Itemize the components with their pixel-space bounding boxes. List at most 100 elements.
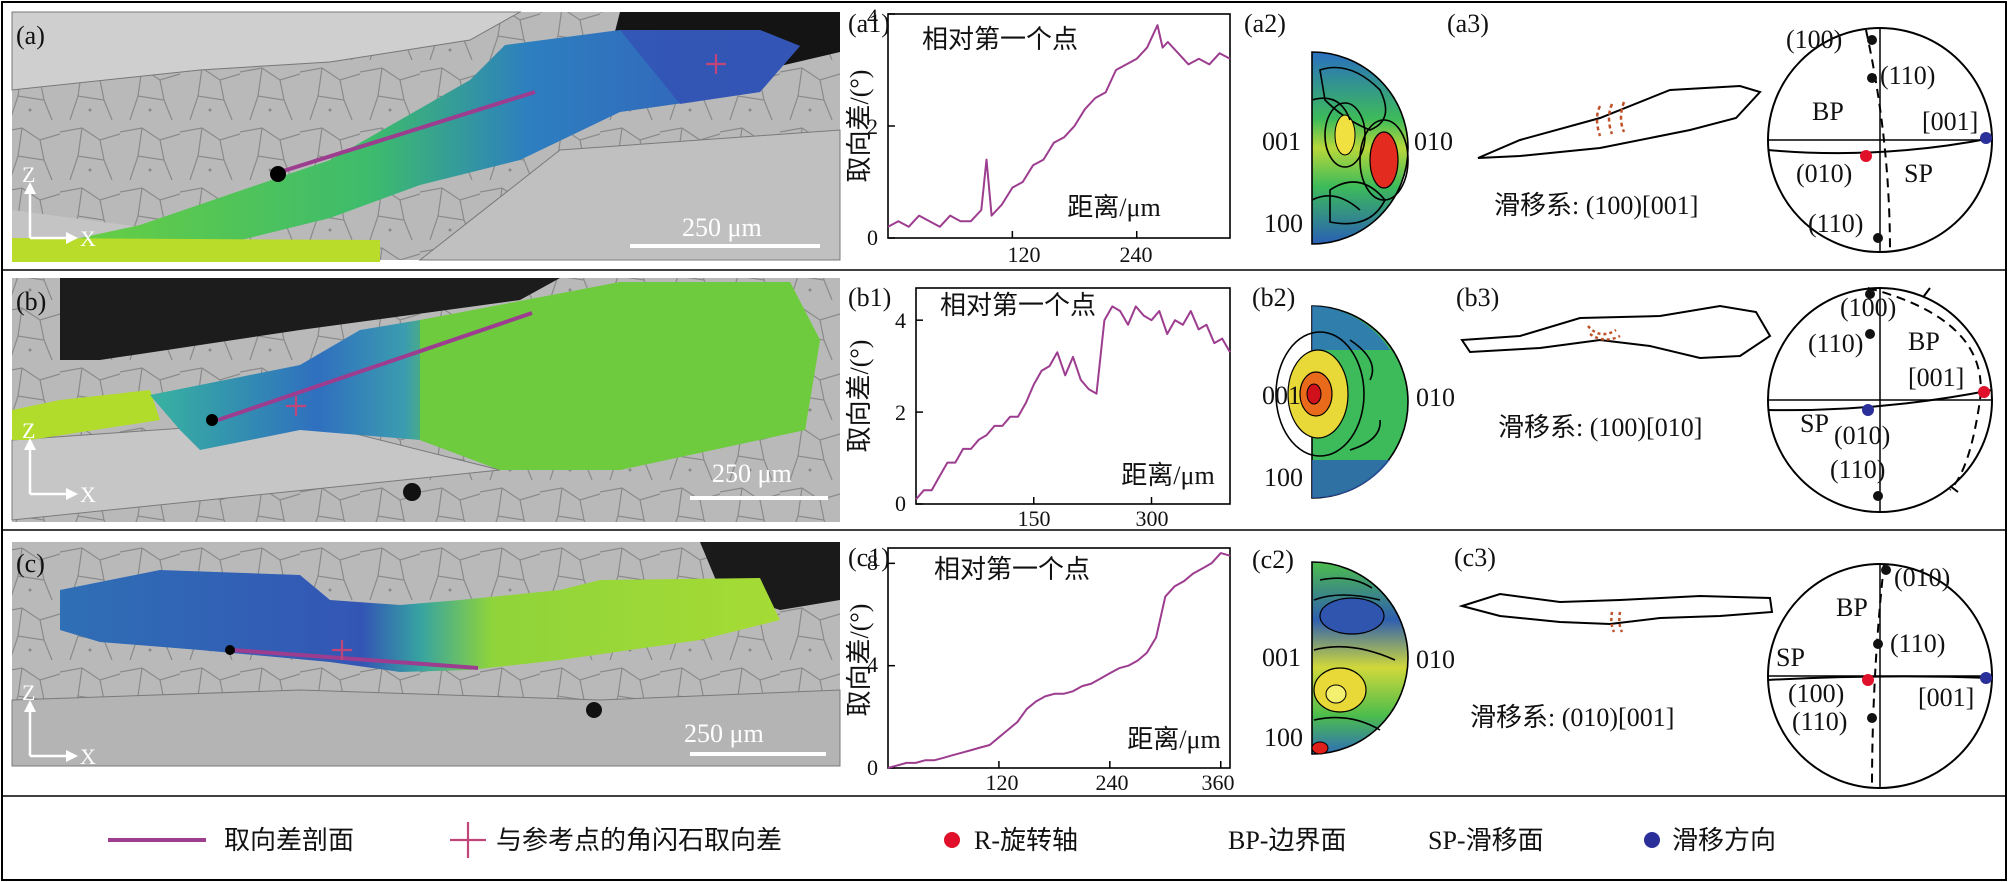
scale-label: 250 μm (682, 213, 762, 242)
grain-sketch-a: (a3) 滑移系: (100)[001] (1447, 9, 1762, 220)
axis-z-label: Z (22, 680, 35, 705)
scale-label: 250 μm (712, 459, 792, 488)
legend-blue-dot (1644, 832, 1660, 848)
y-tick-label: 4 (867, 4, 878, 29)
axis-indicator: Z X (22, 162, 96, 251)
stereo-label: [001] (1922, 107, 1978, 136)
axis-indicator: Z X (22, 418, 96, 507)
y-axis-label: 取向差/(°) (845, 70, 874, 183)
slip-system-label: 滑移系: (100)[010] (1498, 413, 1702, 442)
y-tick-label: 2 (867, 114, 878, 139)
x-axis-label: 距离/μm (1067, 193, 1160, 222)
axis-indicator: Z X (22, 680, 96, 769)
scale-label: 250 μm (684, 719, 764, 748)
stereo-label: SP (1904, 159, 1933, 188)
legend-cross-swatch (450, 822, 486, 858)
axis-x-label: X (80, 226, 96, 251)
panel-label: (a2) (1244, 9, 1286, 38)
stereo-label: (110) (1890, 629, 1945, 658)
pole-label: 100 (1264, 209, 1303, 238)
pole-label: 001 (1262, 381, 1301, 410)
rotation-axis-dot (1860, 150, 1872, 162)
y-tick-label: 0 (895, 491, 906, 516)
grain-sketch-c: (c3) 滑移系: (010)[001] (1454, 543, 1774, 732)
legend-red-dot (944, 832, 960, 848)
profile-chart-b: (b1) 相对第一个点 距离/μm 取向差/(°) 0 2 4 150 300 (845, 283, 1231, 531)
x-tick-label: 240 (1120, 242, 1153, 267)
reference-point (270, 166, 286, 182)
panel-label: (c1) (848, 543, 890, 572)
panel-label: (c2) (1252, 545, 1294, 574)
panel-label: (b1) (848, 283, 891, 312)
y-tick-label: 4 (867, 652, 878, 677)
stereo-label: (010) (1796, 159, 1852, 188)
cross-marker (286, 396, 306, 416)
y-axis-label: 取向差/(°) (845, 340, 874, 453)
stereo-label: (100) (1788, 679, 1844, 708)
misorientation-series-line (915, 305, 1231, 501)
axis-z-label: Z (22, 418, 35, 443)
axis-x-label: X (80, 744, 96, 769)
y-tick-label: 0 (867, 755, 878, 780)
axis-x-label: X (80, 482, 96, 507)
legend-cross-label: 与参考点的角闪石取向差 (496, 826, 782, 855)
profile-line (217, 311, 533, 422)
pole-label: 010 (1414, 127, 1453, 156)
stereonet-c: (010) BP (110) SP (100) [001] (110) (1767, 563, 1993, 789)
ebsd-map-c: (c) Z X 250 μm (11, 542, 841, 769)
x-tick-label: 120 (1008, 242, 1041, 267)
panel-label: (a) (16, 21, 45, 50)
stereo-label: SP (1800, 409, 1829, 438)
stereo-label: (110) (1880, 61, 1935, 90)
profile-line (231, 648, 479, 670)
slip-system-label: 滑移系: (100)[001] (1494, 191, 1698, 220)
stereonet-b: (100) (110) BP [001] SP (010) (110) (1767, 287, 1993, 513)
annotation: 相对第一个点 (940, 291, 1096, 320)
ebsd-map-a: (a) Z X 250 μm (11, 11, 841, 262)
profile-chart-a: (a1) 相对第一个点 距离/μm 取向差/(°) 0 2 4 120 240 (845, 4, 1231, 267)
axis-z-label: Z (22, 162, 35, 187)
stereo-label: BP (1812, 97, 1844, 126)
x-axis-label: 距离/μm (1121, 461, 1214, 490)
stereo-label: (100) (1840, 293, 1896, 322)
panel-label: (c) (16, 549, 45, 578)
pole-label: 001 (1262, 127, 1301, 156)
misorientation-series-line (887, 24, 1231, 228)
annotation: 相对第一个点 (934, 555, 1090, 584)
grain-sketch-b: (b3) 滑移系: (100)[010] (1456, 283, 1772, 442)
reference-point (225, 645, 235, 655)
legend-red-label: R-旋转轴 (974, 826, 1078, 855)
profile-chart-c: (c1) 相对第一个点 距离/μm 取向差/(°) 0 4 8 120 240 … (845, 543, 1235, 795)
x-axis-label: 距离/μm (1127, 725, 1220, 754)
pole-label: 100 (1264, 463, 1303, 492)
pole-label: 001 (1262, 643, 1301, 672)
legend-blue-label: 滑移方向 (1672, 826, 1776, 855)
pole-label: 100 (1264, 723, 1303, 752)
stereo-label: (110) (1808, 209, 1863, 238)
stereo-label: BP (1908, 327, 1940, 356)
y-tick-label: 2 (895, 400, 906, 425)
rotation-axis-dot (1978, 386, 1990, 398)
pole-figure-a: (a2) 001 100 010 (1244, 9, 1453, 245)
chart-marks (887, 552, 1231, 769)
stereo-label: (100) (1786, 25, 1842, 54)
cross-marker (706, 54, 726, 74)
legend-sp-label: SP-滑移面 (1428, 826, 1544, 855)
x-tick-label: 300 (1136, 506, 1169, 531)
stereo-label: BP (1836, 593, 1868, 622)
stereo-label: (010) (1894, 563, 1950, 592)
stereo-label: [001] (1918, 683, 1974, 712)
y-tick-label: 8 (867, 550, 878, 575)
row-b: (b) Z X 250 μm (b1) 相对第一个点 距离/μm 取向差/(°)… (11, 278, 1993, 531)
rotation-axis-dot (1862, 674, 1874, 686)
annotation: 相对第一个点 (922, 25, 1078, 54)
legend: 取向差剖面 与参考点的角闪石取向差 R-旋转轴 BP-边界面 SP-滑移面 滑移… (108, 822, 1776, 858)
slip-system-label: 滑移系: (010)[001] (1470, 703, 1674, 732)
panel-label: (c3) (1454, 543, 1496, 572)
stereo-label: (010) (1834, 421, 1890, 450)
x-tick-label: 120 (986, 770, 1019, 795)
x-tick-label: 360 (1202, 770, 1235, 795)
y-axis-label: 取向差/(°) (845, 604, 874, 717)
